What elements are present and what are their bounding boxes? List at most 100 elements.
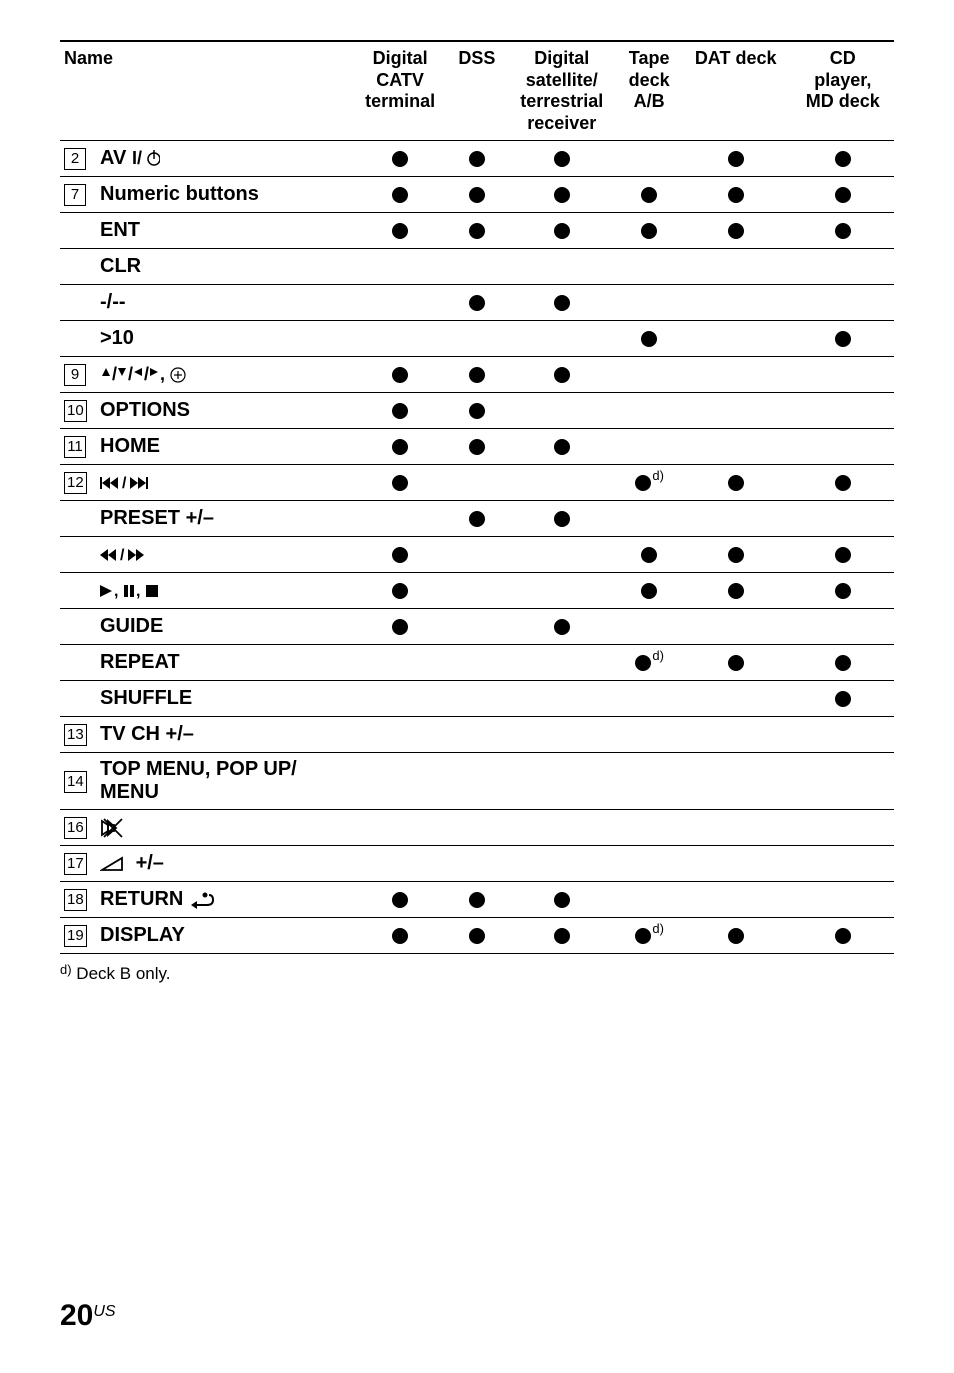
dot-icon xyxy=(392,475,408,491)
dot-icon xyxy=(392,223,408,239)
feature-cell xyxy=(351,846,448,882)
table-row: -/-- xyxy=(60,285,894,321)
dot-icon xyxy=(554,439,570,455)
row-label: AV I/ xyxy=(96,141,351,177)
dot-icon xyxy=(635,655,651,671)
feature-cell xyxy=(619,393,680,429)
feature-cell xyxy=(792,753,894,810)
row-number: 16 xyxy=(60,810,96,846)
table-row: 7Numeric buttons xyxy=(60,177,894,213)
table-row: 10OPTIONS xyxy=(60,393,894,429)
feature-cell xyxy=(619,681,680,717)
feature-cell xyxy=(505,645,619,681)
svg-text:/: / xyxy=(112,366,117,384)
feature-cell xyxy=(680,918,792,954)
feature-cell xyxy=(680,645,792,681)
feature-cell xyxy=(680,465,792,501)
header-c4: TapedeckA/B xyxy=(619,41,680,141)
row-label: HOME xyxy=(96,429,351,465)
feature-cell xyxy=(449,918,505,954)
feature-cell xyxy=(449,810,505,846)
row-label: REPEAT xyxy=(96,645,351,681)
row-number xyxy=(60,645,96,681)
feature-cell xyxy=(351,918,448,954)
table-row: 12/d) xyxy=(60,465,894,501)
dot-icon xyxy=(835,187,851,203)
feature-cell xyxy=(792,846,894,882)
feature-cell xyxy=(680,717,792,753)
row-number: 14 xyxy=(60,753,96,810)
dot-icon xyxy=(835,928,851,944)
dot-icon xyxy=(392,583,408,599)
feature-cell xyxy=(680,141,792,177)
feature-cell xyxy=(680,609,792,645)
row-number xyxy=(60,213,96,249)
page-suffix: US xyxy=(93,1303,115,1320)
dot-icon xyxy=(554,223,570,239)
feature-cell xyxy=(505,465,619,501)
dot-icon xyxy=(554,151,570,167)
dot-icon xyxy=(469,295,485,311)
feature-cell xyxy=(792,429,894,465)
feature-cell xyxy=(449,681,505,717)
feature-cell xyxy=(351,717,448,753)
dot-icon xyxy=(835,547,851,563)
table-row: / xyxy=(60,537,894,573)
feature-cell xyxy=(449,573,505,609)
feature-cell xyxy=(351,429,448,465)
feature-cell xyxy=(351,321,448,357)
feature-cell xyxy=(351,177,448,213)
feature-cell xyxy=(792,357,894,393)
feature-cell xyxy=(505,846,619,882)
feature-cell xyxy=(680,501,792,537)
table-row: SHUFFLE xyxy=(60,681,894,717)
feature-cell xyxy=(792,681,894,717)
feature-cell xyxy=(619,573,680,609)
feature-cell xyxy=(792,213,894,249)
dot-icon xyxy=(554,619,570,635)
dot-icon xyxy=(469,439,485,455)
dot-icon xyxy=(392,187,408,203)
feature-cell xyxy=(351,810,448,846)
feature-cell: d) xyxy=(619,465,680,501)
header-c5: DAT deck xyxy=(680,41,792,141)
feature-cell xyxy=(680,393,792,429)
feature-cell xyxy=(792,717,894,753)
feature-cell xyxy=(619,501,680,537)
row-number xyxy=(60,537,96,573)
feature-cell xyxy=(792,321,894,357)
feature-cell xyxy=(449,141,505,177)
feature-cell xyxy=(449,429,505,465)
feature-cell xyxy=(680,753,792,810)
dot-icon xyxy=(469,151,485,167)
feature-cell xyxy=(449,846,505,882)
dot-icon xyxy=(469,223,485,239)
feature-cell xyxy=(449,357,505,393)
footnote-text: Deck B only. xyxy=(76,964,170,983)
feature-cell xyxy=(505,882,619,918)
feature-cell xyxy=(449,285,505,321)
dot-icon xyxy=(392,367,408,383)
dot-icon xyxy=(392,547,408,563)
dot-icon xyxy=(392,892,408,908)
feature-cell xyxy=(449,249,505,285)
feature-cell xyxy=(449,645,505,681)
header-c1: DigitalCATVterminal xyxy=(351,41,448,141)
feature-cell xyxy=(680,537,792,573)
feature-cell xyxy=(449,882,505,918)
feature-cell xyxy=(619,609,680,645)
row-label: ,, xyxy=(96,573,351,609)
row-number xyxy=(60,249,96,285)
feature-cell xyxy=(792,645,894,681)
row-number: 9 xyxy=(60,357,96,393)
feature-cell xyxy=(792,537,894,573)
feature-cell xyxy=(351,753,448,810)
row-number xyxy=(60,321,96,357)
row-number: 19 xyxy=(60,918,96,954)
svg-text:/: / xyxy=(128,366,133,384)
dot-icon xyxy=(835,331,851,347)
dot-icon xyxy=(469,367,485,383)
feature-cell xyxy=(449,717,505,753)
row-number xyxy=(60,501,96,537)
feature-cell xyxy=(505,717,619,753)
